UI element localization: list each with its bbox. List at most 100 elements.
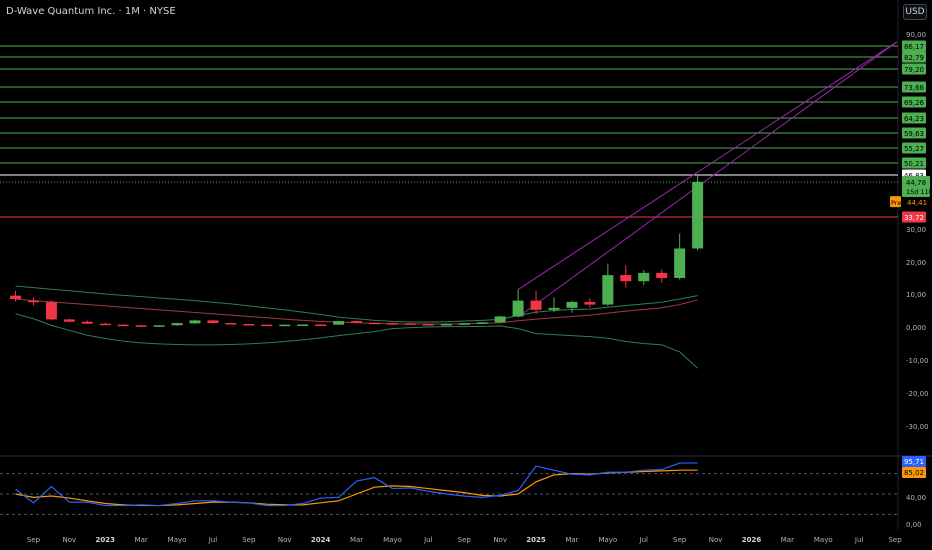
level-label-bg — [902, 142, 926, 154]
level-label: 50,21 — [904, 160, 924, 168]
level-label: 86,17 — [904, 43, 924, 51]
time-tick-label: Mar — [565, 536, 578, 544]
candle-body — [566, 301, 578, 308]
time-tick-label: Sep — [458, 536, 472, 544]
candle-body — [243, 324, 255, 326]
candle-body — [153, 325, 165, 327]
candle-body — [117, 324, 129, 327]
time-tick-label: Jul — [423, 536, 433, 544]
candle-body — [27, 300, 39, 303]
rsi-line — [15, 462, 698, 507]
bollinger-lower — [15, 313, 698, 369]
candle-body — [602, 275, 614, 305]
candle-body — [81, 321, 93, 324]
candle-body — [369, 322, 380, 325]
time-tick-label: Nov — [63, 536, 77, 544]
last-price-label: 44,78 — [906, 179, 926, 187]
price-axis[interactable]: 86,17 82,79 79,20 73,66 69,26 64,23 59,63 55,27… — [890, 31, 932, 431]
candle-body — [404, 323, 416, 325]
time-tick-label: Mar — [350, 536, 363, 544]
rsi-tick-label: 40,00 — [906, 494, 926, 502]
time-tick-label: Jul — [854, 536, 864, 544]
candle-body — [422, 324, 434, 326]
candle-body — [458, 323, 470, 325]
candle-body — [476, 322, 488, 324]
time-tick-label: Nov — [709, 536, 723, 544]
level-label-bg — [902, 96, 926, 108]
price-tick-label: 0,000 — [906, 324, 926, 332]
level-label: 79,20 — [904, 66, 924, 74]
rsi-tick-label: 0,00 — [906, 521, 922, 529]
level-label: 59,63 — [904, 130, 924, 138]
candle-body — [584, 301, 596, 305]
time-tick-label: Sep — [888, 536, 902, 544]
candle-body — [638, 272, 650, 282]
time-tick-label: Mar — [781, 536, 794, 544]
candle-body — [207, 320, 219, 324]
time-tick-label: Mayo — [383, 536, 402, 544]
support-label: 33,72 — [904, 214, 924, 222]
candle-body — [315, 324, 327, 327]
candle-body — [692, 182, 704, 249]
candle-body — [171, 323, 183, 326]
premarket-tag-bg — [890, 196, 901, 208]
time-tick-label: Nov — [278, 536, 292, 544]
support-label-bg — [902, 211, 926, 223]
time-tick-label: Mar — [135, 536, 148, 544]
time-tick-label: Mayo — [168, 536, 187, 544]
price-tick-label: -10,00 — [906, 357, 929, 365]
time-tick-label: Sep — [27, 536, 41, 544]
candle-body — [333, 321, 345, 325]
symbol-title[interactable]: D-Wave Quantum Inc. · 1M · NYSE — [6, 6, 176, 17]
rsi-value-bg — [902, 456, 926, 467]
candle-body — [674, 248, 686, 278]
time-axis[interactable]: Sep Nov 2023 Mar Mayo Jul Sep Nov 2024 Mar Mayo Jul… — [27, 536, 902, 544]
price-tick-label: 20,00 — [906, 259, 926, 267]
candle-body — [63, 319, 75, 322]
time-tick-label: Nov — [493, 536, 507, 544]
level-label: 69,26 — [904, 99, 925, 107]
rsi-panel: 95,71 85,02 40,00 0,00 — [0, 456, 926, 529]
price-tick-label: -30,00 — [906, 423, 929, 431]
horizontal-levels[interactable] — [0, 45, 898, 218]
time-tick-label: 2025 — [526, 536, 546, 544]
channel-upper-line — [517, 41, 898, 290]
candle-body — [620, 275, 632, 282]
time-tick-label: 2024 — [311, 536, 331, 544]
time-tick-label: Sep — [673, 536, 687, 544]
rsi-ma-bg — [902, 467, 926, 478]
price-tick-label: -20,00 — [906, 390, 929, 398]
level-label-bg — [902, 112, 926, 124]
level-label-bg — [902, 81, 926, 93]
level-label-bg — [902, 63, 926, 75]
candles — [10, 175, 704, 327]
trend-channel[interactable] — [517, 41, 898, 318]
level-label-bg — [902, 157, 926, 169]
level-label: 82,79 — [904, 54, 924, 62]
time-tick-label: 2023 — [96, 536, 116, 544]
candle-body — [261, 324, 273, 327]
rsi-ma-line — [15, 469, 698, 507]
candle-body — [440, 324, 452, 326]
bollinger-upper — [15, 285, 698, 323]
candle-body — [225, 323, 237, 325]
channel-lower-line — [517, 41, 898, 318]
level-label: 73,66 — [904, 84, 925, 92]
level-label-bg — [902, 127, 926, 139]
premarket-tag: Pre — [891, 199, 901, 207]
time-tick-label: 2026 — [742, 536, 762, 544]
price-tick-label: 90,00 — [906, 31, 926, 39]
candle-body — [512, 300, 524, 317]
candle-body — [10, 295, 21, 299]
currency-button[interactable]: USD — [903, 4, 927, 20]
price-tick-label: 30,00 — [906, 226, 926, 234]
rsi-value-label: 95,71 — [904, 458, 924, 466]
candle-body — [279, 324, 291, 327]
level-label: 64,23 — [904, 115, 924, 123]
time-tick-label: Mayo — [814, 536, 833, 544]
last-price-label-bg — [902, 176, 930, 197]
premarket-value: 44,41 — [907, 199, 927, 207]
price-tick-label: 10,00 — [906, 291, 926, 299]
grid — [0, 0, 932, 530]
